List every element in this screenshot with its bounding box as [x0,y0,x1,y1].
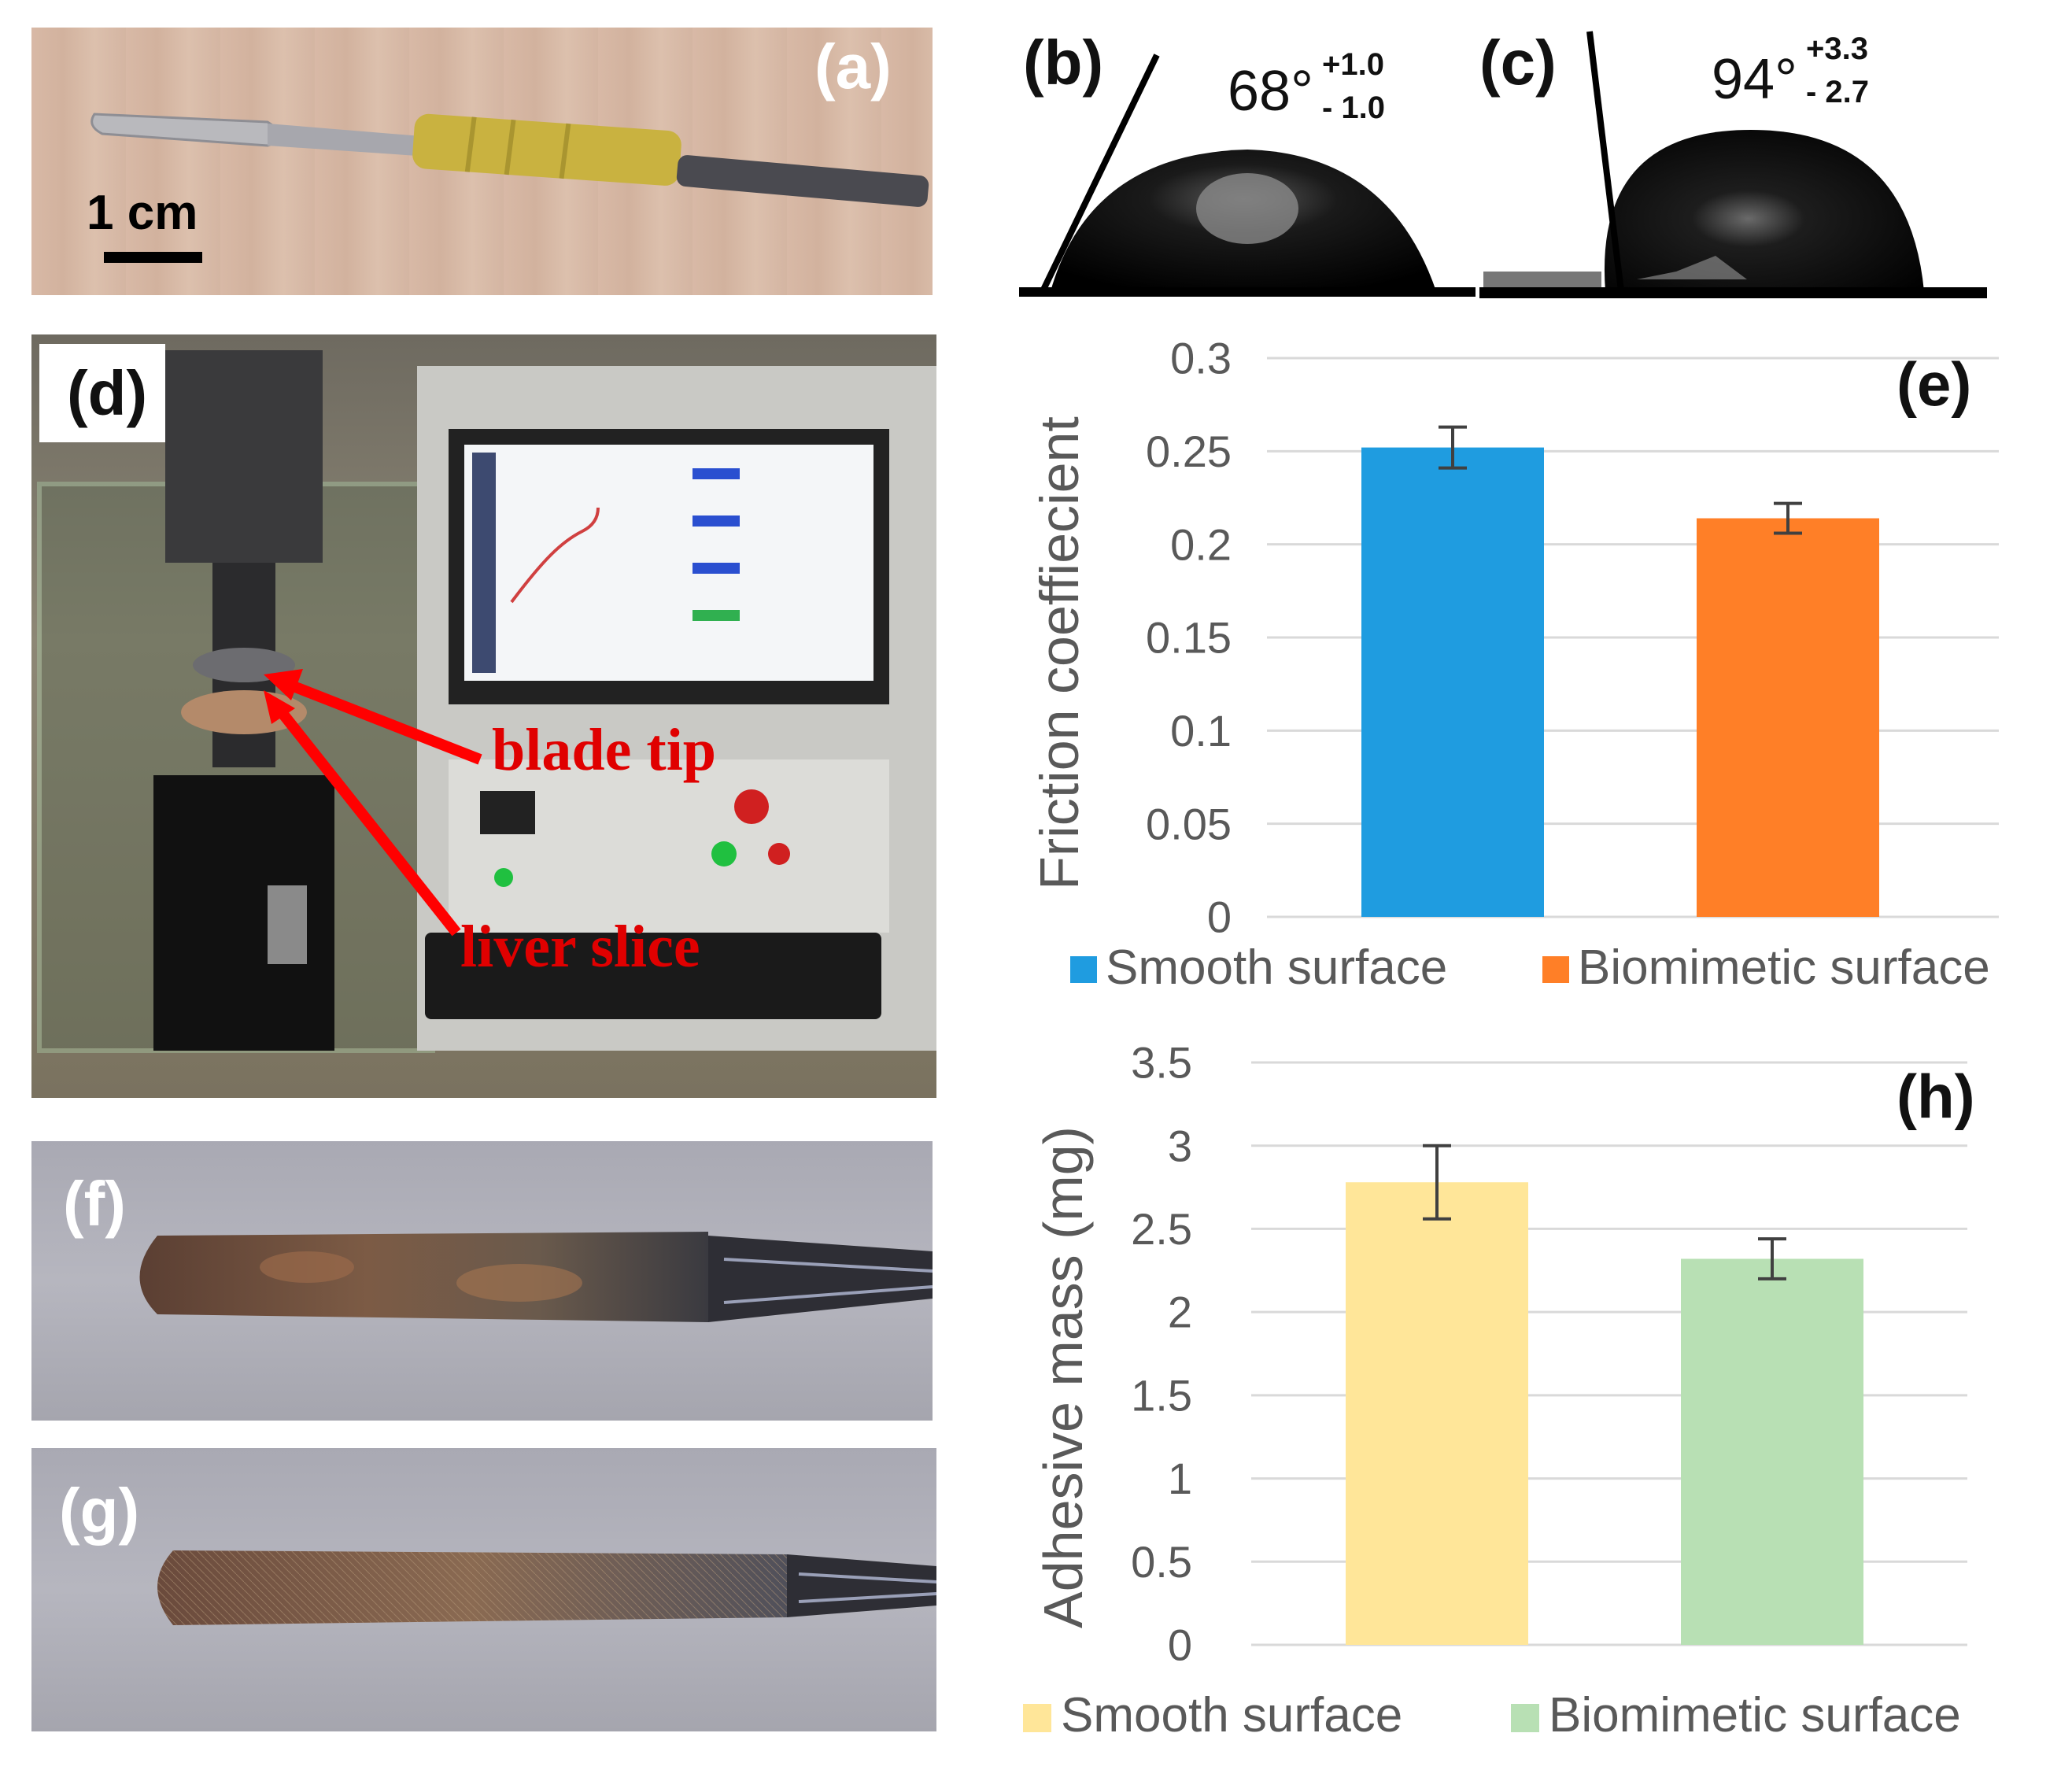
chart-h-ytick-label: 3.5 [1131,1038,1192,1088]
panel-d-photo: (d) blade tip liver slice [31,334,936,1098]
chart-h-legend-smooth: Smooth surface [1061,1688,1402,1739]
chart-h-legend-swatch-biomimetic [1511,1704,1539,1732]
chart-e-friction: 0 0.05 0.1 0.15 0.2 0.25 0.3 Friction coeffiec… [1039,334,1999,992]
chart-h-ytick-label: 2 [1168,1288,1192,1337]
contact-angle-c: 94° [1712,48,1797,111]
chart-h-ytick-label: 1.5 [1131,1370,1192,1420]
panel-label-b: (b) [1023,28,1104,98]
panel-label-a: (a) [814,31,892,102]
chart-e-errorbar-smooth [1439,425,1467,470]
droplet-94 [1479,31,1987,298]
chart-e-ytick-label: 0.1 [1170,706,1232,756]
contact-angle-b-minus: - 1.0 [1322,91,1386,125]
panel-b-droplet: (b) 68° +1.0 - 1.0 [1019,20,1476,303]
scale-bar-label: 1 cm [87,186,198,240]
annotation-liver-slice: liver slice [460,914,700,980]
chart-h-errorbar-biomimetic [1758,1237,1786,1280]
chart-h-legend-swatch-smooth [1023,1704,1051,1732]
panel-c-droplet: (c) 94° +3.3 - 2.7 [1479,20,1987,303]
chart-h-ytick-label: 2.5 [1131,1204,1192,1254]
chart-h-ytick-label: 1 [1168,1454,1192,1503]
chart-e-bar-biomimetic [1697,518,1879,917]
chart-h-legend-biomimetic: Biomimetic surface [1549,1688,1961,1739]
chart-e-errorbar-biomimetic [1774,501,1802,535]
chart-e-ytick-label: 0.3 [1170,334,1232,383]
blade-biomimetic-illustration [157,1550,936,1625]
chart-e-ylabel: Friction coeffiecient [1039,416,1090,890]
contact-angle-c-plus: +3.3 [1806,31,1868,66]
panel-label-c: (c) [1479,28,1557,98]
chart-e-legend-swatch-biomimetic [1542,956,1569,983]
contact-angle-c-minus: - 2.7 [1806,75,1870,109]
panel-f-photo: (f) [31,1141,933,1421]
chart-e-legend-swatch-smooth [1070,956,1097,983]
chart-h-bar-smooth [1346,1182,1528,1645]
chart-h-errorbar-smooth [1423,1144,1451,1221]
chart-e-ytick-label: 0.05 [1146,799,1232,848]
chart-e-ytick-label: 0 [1207,892,1232,942]
chart-e-bar-smooth [1361,447,1544,917]
chart-e-legend-smooth: Smooth surface [1106,940,1447,992]
panel-label-f: (f) [63,1169,126,1239]
chart-h-panel-label: (h) [1897,1062,1975,1131]
chart-e-ytick-label: 0.15 [1146,613,1232,663]
panel-g-photo: (g) [31,1448,936,1731]
chart-h-adhesive-mass: 00.511.522.533.5 Adhesive mass (mg) (h) … [1023,1038,1975,1739]
chart-e-legend-biomimetic: Biomimetic surface [1578,940,1990,992]
blade-smooth-illustration [139,1232,933,1322]
chart-h-bar-biomimetic [1681,1258,1863,1645]
chart-h-ytick-label: 0 [1168,1620,1192,1670]
test-rig-illustration [37,344,936,1053]
panel-a-photo: (a) 1 cm [31,28,933,295]
annotation-blade-tip: blade tip [492,717,717,783]
chart-e-ytick-label: 0.2 [1170,519,1232,569]
chart-e-ytick-label: 0.25 [1146,427,1232,476]
chart-e-panel-label: (e) [1897,349,1971,419]
panel-label-g: (g) [59,1476,140,1546]
panel-label-d: (d) [67,358,148,428]
contact-angle-b: 68° [1228,60,1313,123]
chart-h-ytick-label: 3 [1168,1121,1192,1170]
chart-h-ytick-label: 0.5 [1131,1537,1192,1587]
contact-angle-b-plus: +1.0 [1322,47,1384,82]
scalpel-illustration [90,113,929,263]
droplet-68 [1019,54,1476,297]
chart-h-ylabel: Adhesive mass (mg) [1032,1126,1094,1628]
